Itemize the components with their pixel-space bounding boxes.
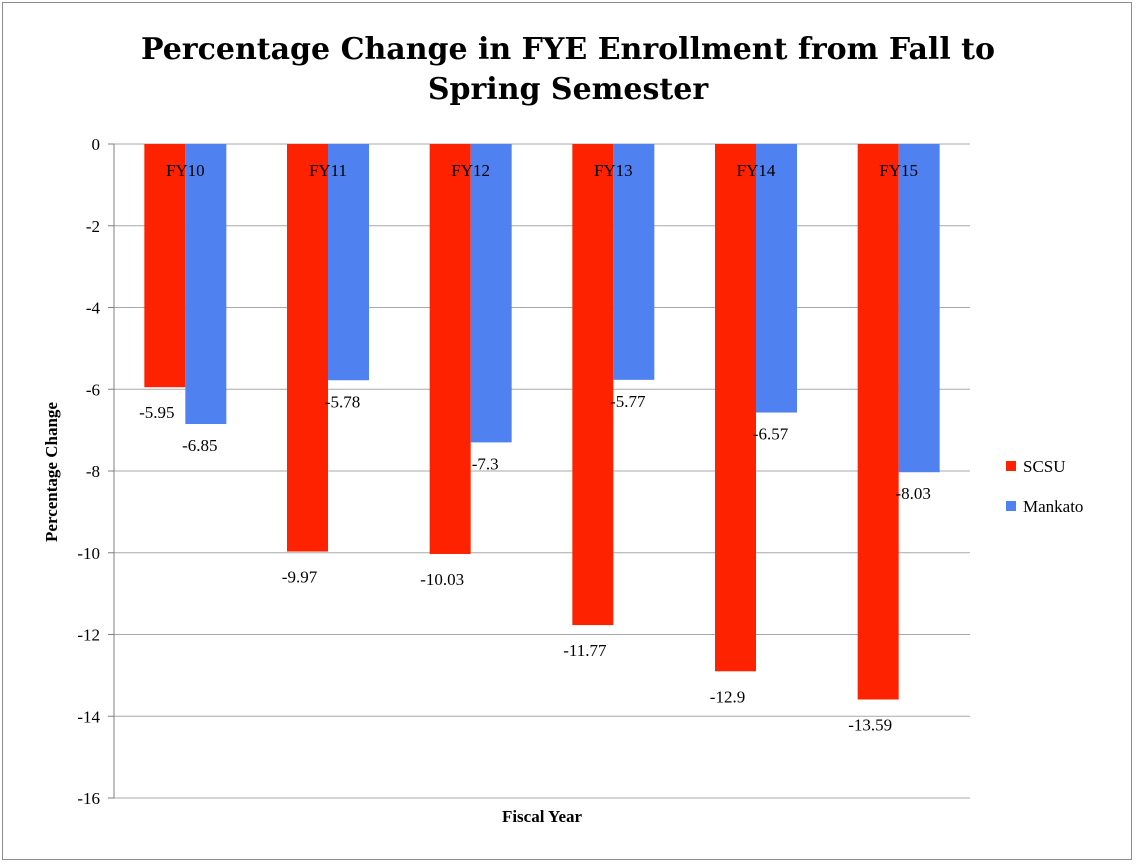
chart-title-line-2: Spring Semester <box>427 72 709 107</box>
bar-scsu-fy14 <box>715 144 756 672</box>
bar-mankato-fy14 <box>756 144 797 413</box>
y-tick-label: -10 <box>77 544 100 563</box>
y-tick-label: -2 <box>86 217 100 236</box>
y-tick-label: -4 <box>86 299 101 318</box>
data-label-mankato-fy11: -5.78 <box>325 392 360 411</box>
x-category-label: FY10 <box>166 161 205 180</box>
data-label-mankato-fy14: -6.57 <box>753 425 789 444</box>
bar-mankato-fy13 <box>613 144 655 380</box>
category-labels: FY10 FY11 FY12 FY13 FY14 FY15 <box>166 161 918 180</box>
x-category-label: FY11 <box>309 161 347 180</box>
x-category-label: FY12 <box>451 161 490 180</box>
data-label-scsu-fy15: -13.59 <box>848 715 892 734</box>
y-tick-label: 0 <box>92 135 101 154</box>
data-label-scsu-fy12: -10.03 <box>420 570 464 589</box>
y-axis: 0 -2 -4 -6 -8 -10 -12 -14 -16 <box>77 135 115 808</box>
y-tick-label: -6 <box>86 380 100 399</box>
legend-swatch-mankato <box>1006 501 1016 511</box>
bar-scsu-fy10 <box>144 144 186 388</box>
bar-scsu-fy11 <box>287 144 328 552</box>
x-category-label: FY14 <box>737 161 776 180</box>
bar-scsu-fy13 <box>572 144 614 626</box>
bar-mankato-fy10 <box>185 144 227 424</box>
data-label-scsu-fy14: -12.9 <box>710 687 745 706</box>
data-label-mankato-fy15: -8.03 <box>895 484 930 503</box>
y-tick-label: -16 <box>77 789 100 808</box>
x-category-label: FY13 <box>594 161 633 180</box>
chart-title: Percentage Change in FYE Enrollment from… <box>0 30 1136 110</box>
bar-mankato-fy11 <box>328 144 369 381</box>
chart-title-line-1: Percentage Change in FYE Enrollment from… <box>140 32 996 67</box>
legend-label-scsu: SCSU <box>1023 457 1066 476</box>
data-label-scsu-fy13: -11.77 <box>563 641 607 660</box>
data-label-scsu-fy11: -9.97 <box>282 568 318 587</box>
bars <box>144 144 940 700</box>
bar-scsu-fy15 <box>857 144 899 700</box>
bar-scsu-fy12 <box>429 144 471 554</box>
y-tick-label: -12 <box>77 626 100 645</box>
legend-label-mankato: Mankato <box>1023 497 1083 516</box>
data-label-mankato-fy10: -6.85 <box>182 436 217 455</box>
y-tick-label: -8 <box>86 462 100 481</box>
bar-mankato-fy12 <box>470 144 512 443</box>
legend-swatch-scsu <box>1006 461 1016 471</box>
data-label-mankato-fy13: -5.77 <box>610 392 646 411</box>
data-label-mankato-fy12: -7.3 <box>472 454 499 473</box>
x-axis-title: Fiscal Year <box>502 807 583 826</box>
gridlines <box>114 143 970 799</box>
data-labels: -5.95 -6.85 -9.97 -5.78 -10.03 -7.3 -11.77 -5.7… <box>139 392 931 735</box>
y-tick-label: -14 <box>77 707 100 726</box>
data-label-scsu-fy10: -5.95 <box>139 403 174 422</box>
x-category-label: FY15 <box>879 161 918 180</box>
bar-mankato-fy15 <box>898 144 940 473</box>
legend: SCSU Mankato <box>1006 457 1083 516</box>
y-axis-title: Percentage Change <box>42 402 61 542</box>
